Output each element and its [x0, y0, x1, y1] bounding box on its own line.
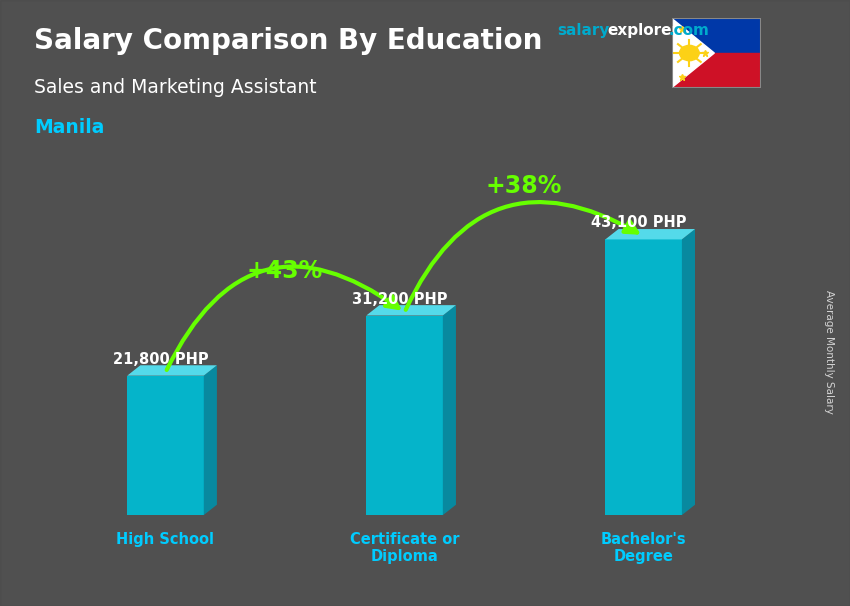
Text: salary: salary: [557, 23, 609, 38]
Text: +38%: +38%: [486, 174, 562, 198]
Bar: [605, 239, 682, 515]
Bar: [128, 376, 204, 515]
Circle shape: [679, 45, 700, 61]
Text: 43,100 PHP: 43,100 PHP: [591, 216, 687, 230]
Polygon shape: [682, 229, 695, 515]
Text: explorer: explorer: [608, 23, 680, 38]
Text: Average Monthly Salary: Average Monthly Salary: [824, 290, 834, 413]
Polygon shape: [672, 18, 714, 88]
Text: 31,200 PHP: 31,200 PHP: [352, 291, 447, 307]
Text: .com: .com: [669, 23, 710, 38]
Polygon shape: [605, 229, 695, 239]
FancyArrowPatch shape: [167, 267, 399, 370]
Polygon shape: [366, 305, 456, 316]
Polygon shape: [443, 305, 456, 515]
Bar: [672, 18, 761, 53]
Text: +43%: +43%: [246, 259, 323, 283]
Text: 21,800 PHP: 21,800 PHP: [113, 351, 208, 367]
FancyArrowPatch shape: [405, 202, 638, 310]
Text: Sales and Marketing Assistant: Sales and Marketing Assistant: [34, 78, 316, 96]
Text: Manila: Manila: [34, 118, 105, 137]
Bar: [366, 316, 443, 515]
Polygon shape: [128, 365, 217, 376]
Bar: [672, 53, 761, 88]
Text: Salary Comparison By Education: Salary Comparison By Education: [34, 27, 542, 55]
Polygon shape: [204, 365, 217, 515]
